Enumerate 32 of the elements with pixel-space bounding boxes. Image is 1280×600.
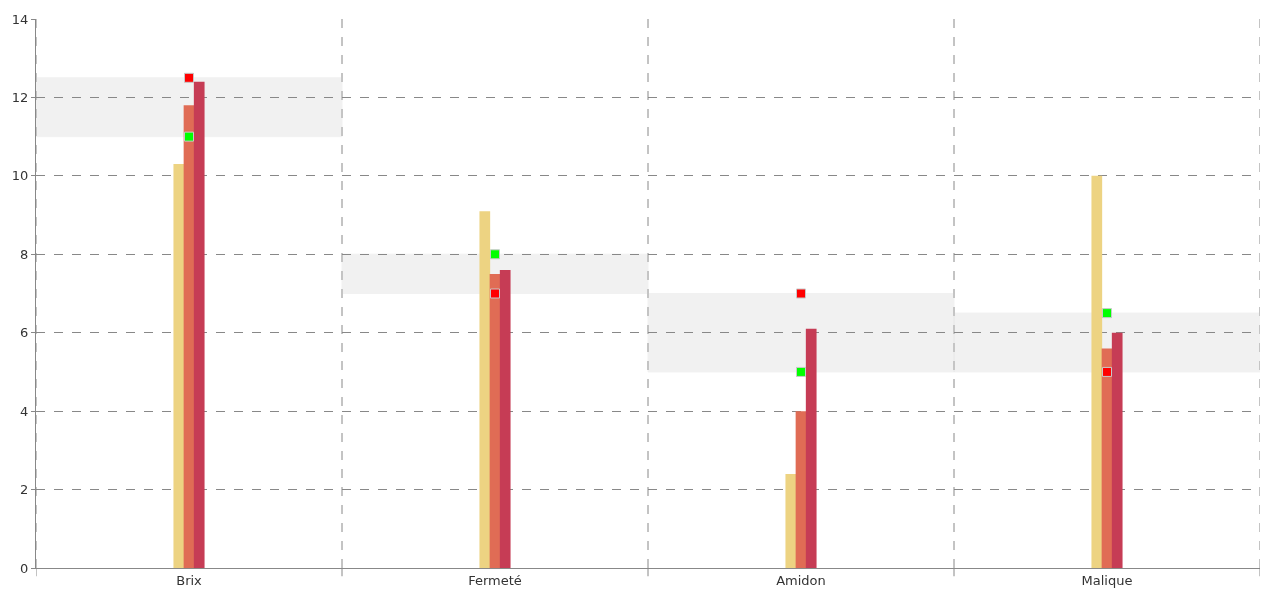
y-tick-label: 2	[20, 482, 29, 498]
point	[490, 249, 500, 260]
bar	[489, 273, 501, 568]
bar	[183, 105, 195, 568]
y-tick-label: 6	[20, 325, 29, 341]
y-tick-label: 10	[11, 168, 29, 184]
point	[490, 288, 500, 299]
bar	[785, 473, 797, 568]
point	[1102, 308, 1112, 319]
y-tick-label: 4	[20, 403, 29, 419]
point	[796, 288, 806, 299]
x-tick-label: Brix	[176, 572, 203, 588]
point	[184, 72, 194, 83]
bar	[805, 328, 817, 568]
x-tick-label: Malique	[1081, 572, 1133, 588]
point	[796, 366, 806, 377]
point	[184, 131, 194, 142]
y-tick-label: 0	[20, 560, 29, 576]
bar	[499, 269, 511, 568]
bar	[479, 211, 491, 568]
bar	[1091, 175, 1103, 568]
bar	[193, 81, 205, 568]
bar	[1111, 332, 1123, 568]
x-tick-label: Amidon	[776, 572, 826, 588]
bar	[795, 411, 807, 568]
x-tick-label: Fermeté	[468, 572, 522, 588]
bar	[173, 164, 185, 568]
y-tick-label: 14	[11, 11, 29, 27]
y-tick-label: 12	[11, 89, 29, 105]
point	[1102, 366, 1112, 377]
y-tick-label: 8	[20, 246, 29, 262]
bar	[1101, 348, 1113, 568]
